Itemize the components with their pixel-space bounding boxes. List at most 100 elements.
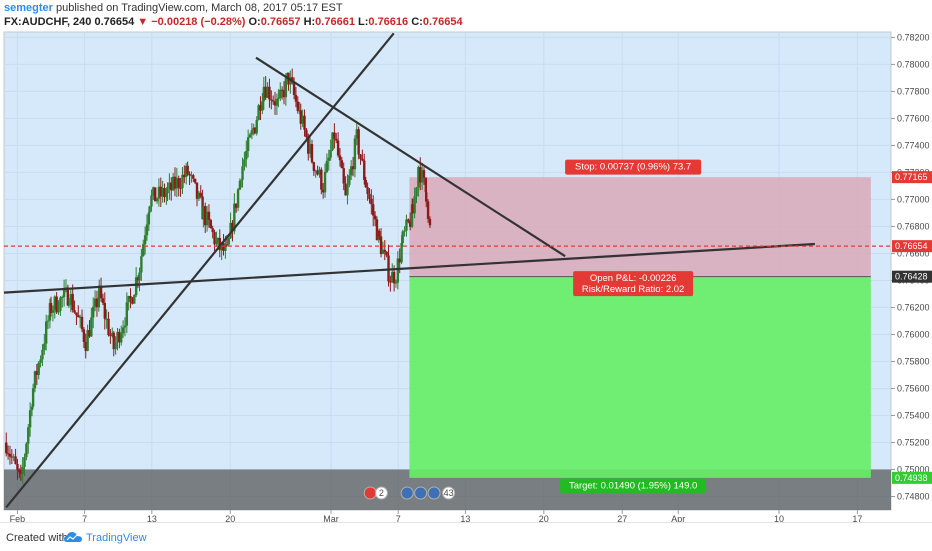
candle bbox=[357, 129, 360, 155]
pnl-label-text: Open P&L: -0.00226 bbox=[590, 273, 677, 284]
y-tick-label: 0.75400 bbox=[897, 410, 930, 420]
x-tick-label: 7 bbox=[82, 514, 87, 522]
candle bbox=[268, 86, 271, 100]
candle bbox=[188, 173, 191, 176]
candle bbox=[114, 342, 117, 350]
y-tick-label: 0.76200 bbox=[897, 302, 930, 312]
candle bbox=[301, 115, 304, 124]
event-marker[interactable] bbox=[414, 486, 428, 500]
candle bbox=[224, 244, 227, 251]
candle bbox=[202, 206, 205, 220]
stop-label[interactable]: Stop: 0.00737 (0.96%) 73.7 bbox=[565, 159, 702, 175]
candle bbox=[245, 150, 248, 160]
footer: Created with TradingView bbox=[0, 522, 932, 551]
time-axis[interactable]: Feb 7 13 20 Mar 7 13 20 27 Apr 10 17 bbox=[10, 510, 863, 522]
candle bbox=[99, 285, 103, 299]
y-tick-label: 0.78000 bbox=[897, 59, 930, 69]
candle bbox=[105, 318, 108, 320]
candle bbox=[422, 170, 426, 178]
trendline[interactable] bbox=[255, 56, 566, 258]
event-marker[interactable] bbox=[427, 486, 441, 500]
candle bbox=[331, 132, 334, 150]
candle bbox=[209, 219, 213, 229]
candle bbox=[294, 94, 298, 102]
event-markers: 2 43 bbox=[363, 486, 456, 500]
event-count: 43 bbox=[444, 488, 454, 498]
candle bbox=[419, 167, 422, 183]
price-label-box bbox=[892, 171, 932, 184]
candle bbox=[405, 219, 408, 231]
candle bbox=[205, 211, 209, 226]
candle bbox=[342, 168, 345, 184]
close-label: C: bbox=[411, 16, 423, 28]
candle bbox=[383, 249, 386, 252]
y-tick-label: 0.75000 bbox=[897, 464, 930, 474]
candle bbox=[88, 330, 91, 337]
candle bbox=[12, 456, 15, 458]
y-tick-label: 0.78200 bbox=[897, 32, 930, 42]
candle bbox=[67, 304, 71, 306]
candle bbox=[398, 258, 401, 263]
target-label[interactable]: Target: 0.01490 (1.95%) 149.0 bbox=[560, 478, 707, 494]
candle bbox=[25, 443, 28, 458]
candle bbox=[69, 293, 73, 305]
candle bbox=[321, 189, 325, 193]
event-marker[interactable] bbox=[442, 486, 456, 500]
target-zone[interactable] bbox=[409, 276, 871, 478]
candle bbox=[37, 362, 40, 375]
candle bbox=[82, 329, 86, 342]
candle bbox=[51, 309, 55, 313]
x-tick-label: 20 bbox=[539, 514, 549, 522]
y-tick-label: 0.75800 bbox=[897, 356, 930, 366]
candle bbox=[77, 315, 80, 318]
candle bbox=[233, 203, 236, 232]
high-label: H: bbox=[303, 16, 316, 28]
candle bbox=[157, 186, 161, 199]
candle bbox=[120, 333, 123, 343]
symbol-name[interactable]: FX:AUDCHF, 240 bbox=[4, 16, 92, 28]
stop-zone[interactable] bbox=[409, 177, 871, 277]
candle bbox=[314, 170, 317, 172]
target-label-text: Target: 0.01490 (1.95%) 149.0 bbox=[569, 480, 697, 491]
candle bbox=[400, 243, 403, 263]
candle bbox=[30, 406, 34, 411]
trendline[interactable] bbox=[5, 32, 395, 508]
candles bbox=[5, 68, 432, 484]
tradingview-link[interactable]: TradingView bbox=[86, 532, 147, 544]
candle bbox=[392, 271, 396, 284]
publisher-user[interactable]: semegter bbox=[4, 2, 53, 14]
price-label: 0.77165 bbox=[895, 172, 928, 182]
candle bbox=[97, 285, 101, 298]
trendline[interactable] bbox=[3, 242, 815, 294]
event-marker[interactable] bbox=[400, 486, 414, 500]
candle bbox=[333, 132, 336, 139]
event-marker[interactable] bbox=[374, 486, 388, 500]
candle bbox=[171, 176, 175, 191]
created-with-text: Created with bbox=[6, 532, 68, 544]
candle bbox=[253, 127, 257, 134]
candle bbox=[39, 359, 42, 363]
candle bbox=[86, 330, 89, 351]
candle bbox=[241, 166, 244, 180]
candle bbox=[424, 177, 428, 193]
event-marker[interactable] bbox=[363, 486, 377, 500]
candle bbox=[116, 331, 119, 343]
price-chart[interactable]: Stop: 0.00737 (0.96%) 73.7 Open P&L: -0.0… bbox=[0, 30, 932, 522]
candle bbox=[391, 271, 394, 283]
x-tick-label: Apr bbox=[671, 514, 685, 522]
candle bbox=[18, 469, 21, 473]
candle bbox=[148, 206, 151, 213]
candle bbox=[279, 89, 282, 99]
candle bbox=[323, 171, 327, 193]
candle bbox=[97, 297, 101, 308]
drawings bbox=[3, 32, 891, 508]
candle bbox=[46, 320, 50, 322]
candle bbox=[55, 296, 58, 313]
candle bbox=[159, 186, 162, 197]
price-axis[interactable]: 0.782000.780000.778000.776000.774000.772… bbox=[891, 32, 932, 501]
candle bbox=[359, 154, 362, 159]
stop-label-text: Stop: 0.00737 (0.96%) 73.7 bbox=[575, 162, 691, 173]
y-tick-label: 0.76000 bbox=[897, 329, 930, 339]
candle bbox=[329, 149, 332, 158]
